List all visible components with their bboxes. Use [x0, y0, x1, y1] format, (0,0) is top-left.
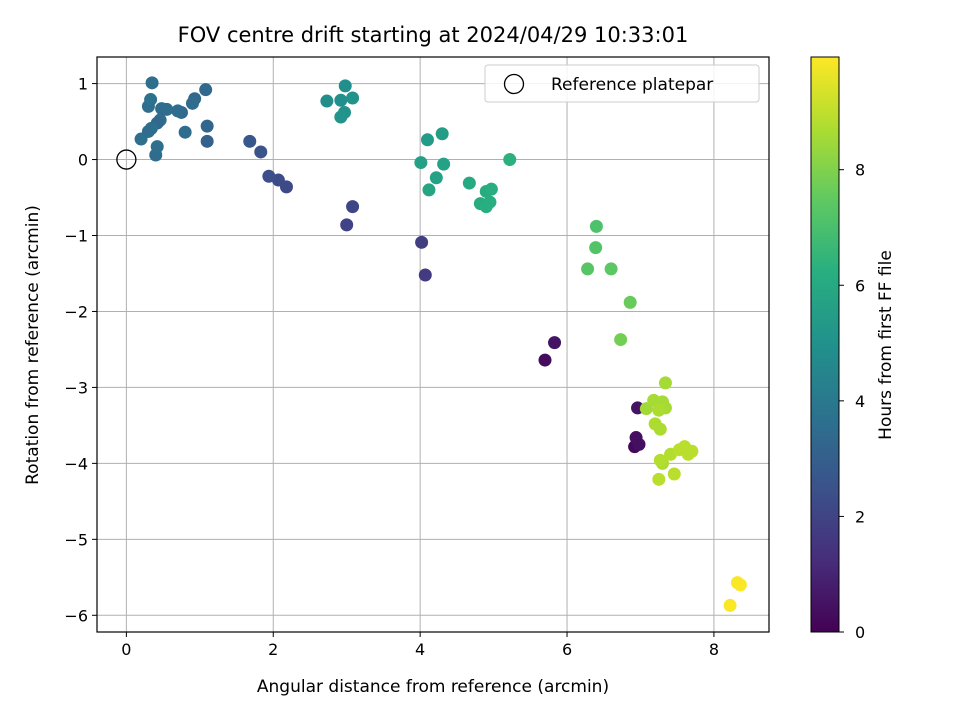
x-tick-label: 4: [415, 640, 425, 659]
data-point: [338, 79, 352, 93]
data-point: [658, 376, 672, 390]
data-point: [723, 598, 737, 612]
legend-marker: [503, 73, 525, 95]
data-point: [199, 83, 213, 97]
legend-box: [484, 64, 760, 103]
data-point: [462, 176, 476, 190]
data-point: [435, 127, 449, 141]
data-point: [155, 102, 169, 116]
data-point: [639, 402, 653, 416]
data-point: [178, 125, 192, 139]
data-points: [134, 76, 747, 612]
data-point: [667, 467, 681, 481]
colorbar-tick-label: 0: [855, 623, 865, 642]
colorbar-tick-label: 2: [855, 507, 865, 526]
legend: Reference platepar: [484, 64, 760, 103]
data-point: [623, 295, 637, 309]
x-tick-label: 6: [562, 640, 572, 659]
data-point: [420, 133, 434, 147]
data-point: [200, 119, 214, 133]
data-point: [262, 169, 276, 183]
y-tick-label: −1: [64, 227, 88, 246]
data-point: [681, 447, 695, 461]
x-tick-label: 8: [709, 640, 719, 659]
y-tick-label: 0: [78, 151, 88, 170]
data-point: [415, 235, 429, 249]
x-tick-label: 2: [268, 640, 278, 659]
data-point: [145, 76, 159, 90]
colorbar-ticks: 0 2 4 6 8: [839, 161, 865, 642]
y-tick-label: −6: [64, 606, 88, 625]
colorbar-tick-label: 8: [855, 161, 865, 180]
y-tick-label: −5: [64, 530, 88, 549]
colorbar-label: Hours from first FF file: [876, 250, 896, 440]
data-point: [538, 353, 552, 367]
data-point: [422, 183, 436, 197]
data-point: [589, 241, 603, 255]
colorbar: 0 2 4 6 8: [810, 56, 865, 642]
y-axis-label: Rotation from reference (arcmin): [23, 205, 43, 485]
data-point: [483, 195, 497, 209]
reference-marker: [116, 149, 137, 170]
y-tick-label: 1: [78, 75, 88, 94]
y-tick-label: −4: [64, 454, 88, 473]
data-point: [418, 268, 432, 282]
data-point: [652, 472, 666, 486]
colorbar-gradient: [810, 56, 840, 633]
data-point: [733, 578, 747, 592]
y-tick-label: −2: [64, 302, 88, 321]
data-point: [144, 93, 158, 107]
data-point: [200, 134, 214, 148]
data-point: [653, 422, 667, 436]
data-point: [320, 94, 334, 108]
data-point: [484, 182, 498, 196]
data-point: [653, 453, 667, 467]
data-point: [185, 96, 199, 110]
data-point: [171, 104, 185, 118]
data-point: [589, 219, 603, 233]
data-point: [150, 140, 164, 154]
x-axis-ticks: 0 2 4 6 8: [121, 632, 719, 659]
data-point: [340, 218, 354, 232]
chart-title: FOV centre drift starting at 2024/04/29 …: [178, 23, 689, 47]
data-point: [614, 333, 628, 347]
legend-label: Reference platepar: [551, 75, 713, 95]
x-axis-label: Angular distance from reference (arcmin): [257, 677, 609, 697]
plot-frame: [96, 56, 770, 633]
data-point: [134, 132, 148, 146]
data-point: [629, 431, 643, 445]
colorbar-tick-label: 4: [855, 392, 865, 411]
data-point: [346, 91, 360, 105]
data-point: [604, 262, 618, 276]
data-point: [652, 403, 666, 417]
data-point: [254, 145, 268, 159]
data-point: [414, 156, 428, 170]
data-point: [243, 134, 257, 148]
colorbar-tick-label: 6: [855, 276, 865, 295]
data-point: [334, 93, 348, 107]
y-tick-label: −3: [64, 378, 88, 397]
data-point: [346, 200, 360, 214]
y-axis-ticks: 1 0 −1 −2 −3 −4 −5 −6: [64, 75, 97, 625]
x-tick-label: 0: [121, 640, 131, 659]
data-point: [429, 171, 443, 185]
data-point: [548, 336, 562, 350]
data-point: [334, 110, 348, 124]
data-point: [581, 262, 595, 276]
data-point: [503, 153, 517, 167]
data-point: [437, 157, 451, 171]
